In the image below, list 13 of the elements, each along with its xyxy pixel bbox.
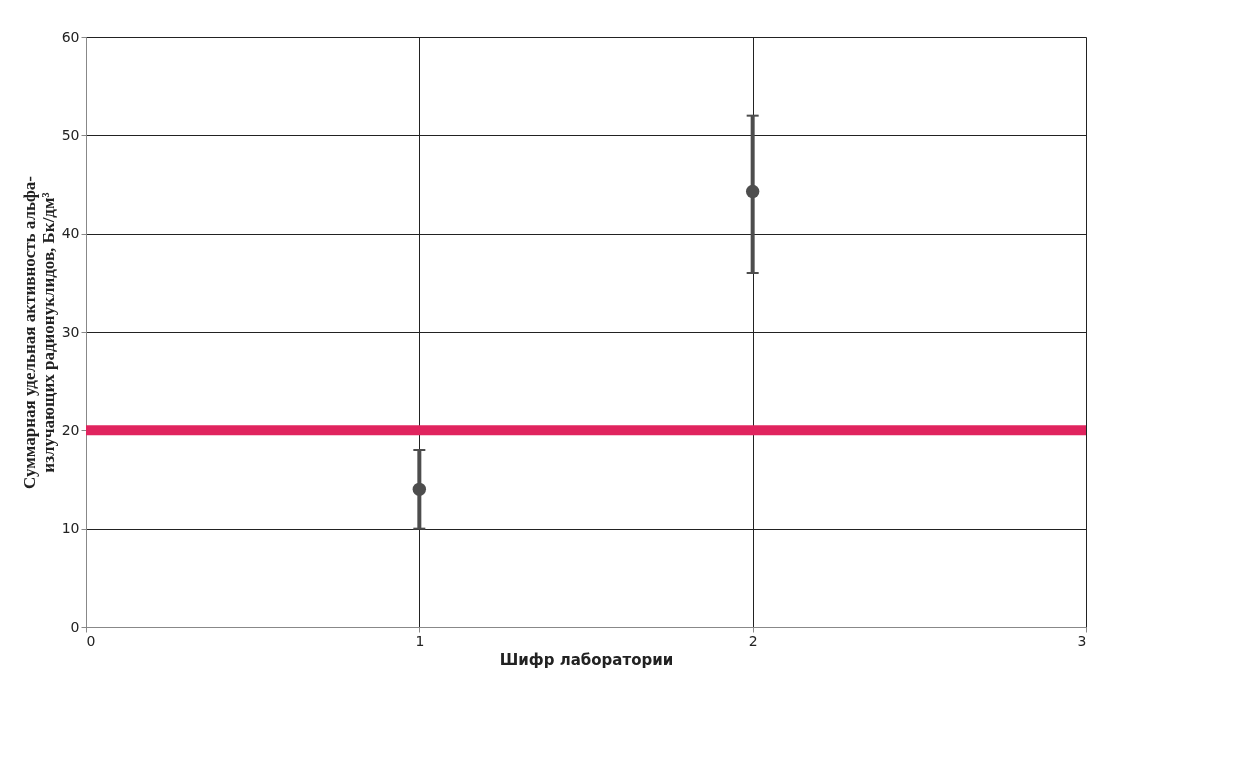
x-tick-label: 0	[86, 632, 96, 649]
x-tick-label: 1	[415, 632, 425, 649]
y-axis-title: Суммарная удельная активность альфа- излучающих радионуклидов, Бк/дм³	[19, 175, 58, 489]
x-tick-label: 2	[748, 632, 758, 649]
y-tick-label: 0	[70, 618, 80, 635]
y-tick-label: 20	[61, 421, 80, 438]
y-tick-label: 40	[61, 225, 80, 242]
y-tick-label: 60	[61, 28, 80, 45]
y-tick-label: 30	[61, 323, 80, 340]
y-tick-label: 50	[61, 126, 80, 143]
y-tick-label: 10	[61, 520, 80, 537]
x-axis-title: Шифр лаборатории	[499, 650, 674, 669]
x-tick-label: 3	[1077, 632, 1087, 649]
